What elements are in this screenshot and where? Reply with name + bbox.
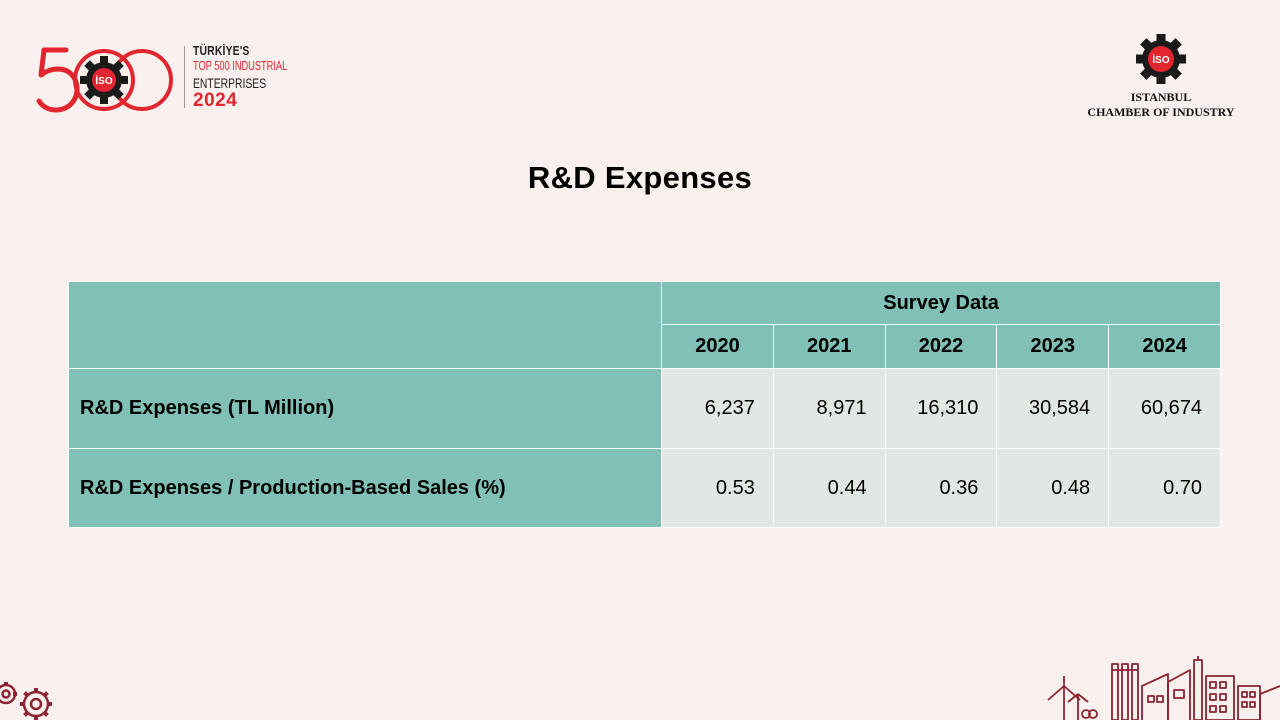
logo-line-1: TÜRKİYE'S	[193, 43, 250, 58]
iso-org-line-2: CHAMBER OF INDUSTRY	[1087, 105, 1235, 119]
year-header-2024: 2024	[1108, 324, 1221, 369]
table-cell: 60,674	[1108, 368, 1221, 449]
rd-expenses-table: Survey Data 2020 2021 2022 2023 2024 R&D…	[67, 281, 1221, 528]
logo-500-text: TÜRKİYE'S TOP 500 INDUSTRIAL ENTERPRISES…	[193, 44, 320, 110]
row-label-rd-expenses: R&D Expenses (TL Million)	[67, 368, 663, 449]
logo-line-2: TOP 500 INDUSTRIAL	[193, 59, 288, 73]
table-cell: 6,237	[661, 368, 774, 449]
table-cell: 0.53	[661, 448, 774, 528]
table-cell: 8,971	[772, 368, 886, 449]
page-title: R&D Expenses	[527, 160, 753, 195]
iso-gear-icon: İSO	[1136, 34, 1186, 84]
table-cell: 30,584	[996, 368, 1110, 449]
table-cell: 0.36	[884, 448, 998, 528]
iso-logo: İSO ISTANBUL CHAMBER OF INDUSTRY	[1080, 34, 1242, 124]
iso-org-name: ISTANBUL CHAMBER OF INDUSTRY	[1080, 90, 1242, 120]
gears-icon	[0, 682, 52, 720]
table-cell: 0.70	[1108, 448, 1221, 528]
table-corner-cell	[67, 281, 663, 369]
table-cell: 0.48	[996, 448, 1110, 528]
row-label-rd-ratio: R&D Expenses / Production-Based Sales (%…	[67, 448, 663, 528]
table-row: R&D Expenses (TL Million) 6,237 8,971 16…	[67, 368, 1221, 449]
table-cell: 16,310	[884, 368, 998, 449]
logo-divider	[184, 46, 185, 108]
logo-line-3: ENTERPRISES	[193, 74, 267, 91]
year-header-2021: 2021	[772, 324, 886, 369]
factory-skyline-icon	[1047, 656, 1280, 720]
table-cell: 0.44	[772, 448, 886, 528]
table-row: R&D Expenses / Production-Based Sales (%…	[67, 448, 1221, 528]
iso-badge-text: İSO	[1152, 53, 1169, 66]
year-header-2023: 2023	[996, 324, 1110, 369]
logo-500-numeral-icon	[36, 47, 173, 113]
year-header-2020: 2020	[661, 324, 774, 369]
top-500-logo: İSO TÜRKİYE'S TOP 500 INDUSTRIAL ENTERPR…	[36, 42, 296, 116]
iso-org-line-1: ISTANBUL	[1130, 90, 1192, 104]
year-header-2022: 2022	[884, 324, 998, 369]
survey-data-header: Survey Data	[661, 281, 1221, 325]
logo-year: 2024	[193, 89, 238, 111]
